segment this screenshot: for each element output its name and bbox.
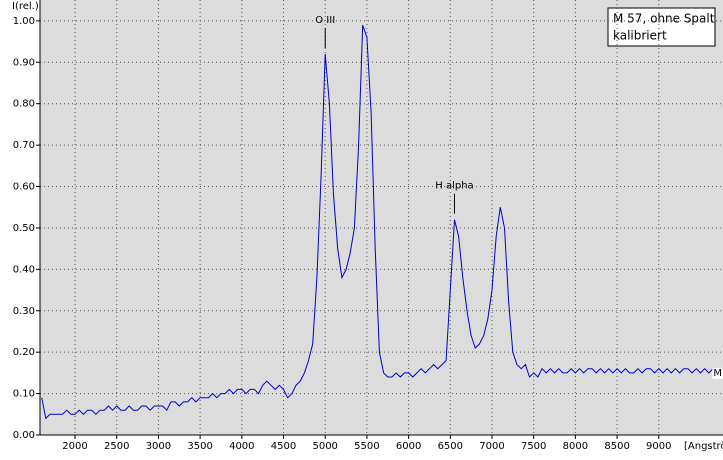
x-tick-label: 3000 [146, 441, 171, 452]
x-tick-label: 2500 [104, 441, 129, 452]
legend-box [607, 7, 716, 47]
spectrum-line [41, 24, 722, 420]
x-tick-label: 4000 [229, 441, 254, 452]
x-tick-label: 8500 [604, 441, 629, 452]
y-tick-label: 0.50 [13, 223, 35, 234]
x-tick-label: 8000 [563, 441, 588, 452]
x-tick-label: 3500 [187, 441, 212, 452]
y-tick-label: 0.20 [13, 347, 35, 358]
y-tick-label: 0.80 [13, 99, 35, 110]
plot-background [40, 0, 723, 435]
y-tick-label: 0.60 [13, 182, 35, 193]
x-tick-label: 5500 [354, 441, 379, 452]
y-tick-label: 0.40 [13, 264, 35, 275]
y-tick-label: 0.10 [13, 389, 35, 400]
y-tick-label: 0.30 [13, 306, 35, 317]
legend-text: M 57, ohne Spalt [613, 12, 715, 26]
y-axis-label: I(rel.) [12, 1, 39, 12]
x-tick-label: 6500 [438, 441, 463, 452]
x-axis-label: [Angström] [684, 441, 723, 452]
series-end-label: M 57 [713, 368, 723, 379]
x-tick-label: 9000 [646, 441, 671, 452]
x-tick-label: 4500 [271, 441, 296, 452]
x-tick-label: 5000 [312, 441, 337, 452]
annotation: O III [315, 15, 335, 26]
series-label-bg [712, 367, 723, 379]
annotation: H alpha [435, 181, 473, 192]
x-tick-label: 2000 [62, 441, 87, 452]
x-tick-label: 7000 [479, 441, 504, 452]
x-tick-label: 7500 [521, 441, 546, 452]
y-tick-label: 0.00 [13, 430, 35, 441]
y-tick-label: 1.00 [13, 16, 35, 27]
x-tick-label: 6000 [396, 441, 421, 452]
legend-text: kalibriert [613, 29, 667, 43]
y-tick-label: 0.90 [13, 57, 35, 68]
y-tick-label: 0.70 [13, 140, 35, 151]
